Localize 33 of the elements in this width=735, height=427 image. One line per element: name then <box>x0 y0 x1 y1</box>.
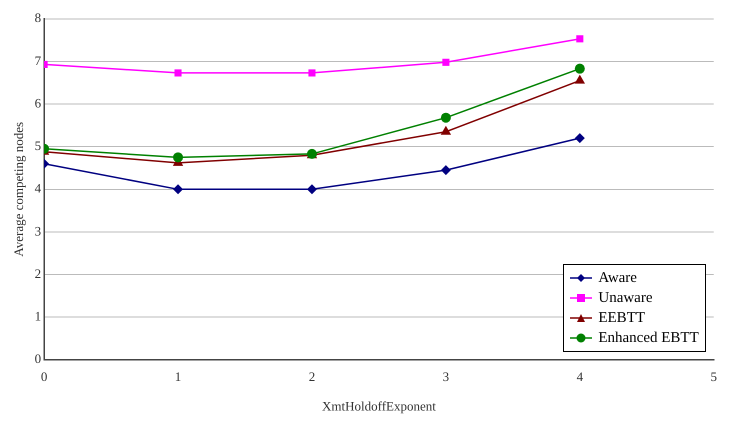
x-tick-label: 3 <box>442 369 450 384</box>
y-tick-label: 5 <box>34 138 42 154</box>
y-axis-title: Average competing nodes <box>11 122 26 257</box>
point <box>574 133 585 144</box>
y-tick-label: 4 <box>34 180 42 196</box>
y-tick-label: 1 <box>34 308 42 324</box>
x-tick-label: 5 <box>710 369 717 384</box>
y-tick-label: 3 <box>34 223 42 238</box>
point <box>440 165 451 176</box>
y-tick-label: 0 <box>34 351 42 366</box>
x-tick-label: 1 <box>174 369 182 384</box>
y-tick-label: 2 <box>34 266 42 281</box>
point <box>574 74 586 84</box>
x-tick-label: 2 <box>308 369 316 384</box>
point <box>440 126 452 135</box>
point <box>308 69 316 76</box>
legend-label: Enhanced EBTT <box>598 328 699 348</box>
point <box>174 69 182 76</box>
point <box>173 184 184 194</box>
legend-label: EEBTT <box>598 308 646 328</box>
y-tick-label: 7 <box>34 52 42 68</box>
x-tick-label: 4 <box>576 369 584 384</box>
point <box>442 58 450 66</box>
y-tick-label: 6 <box>34 95 42 110</box>
legend-label: Unaware <box>598 288 652 308</box>
point <box>440 112 451 123</box>
point <box>574 64 585 74</box>
point <box>576 35 584 42</box>
y-tick-label: 8 <box>34 10 42 26</box>
x-axis-title: XmtHoldoffExponent <box>322 398 436 414</box>
legend-label: Aware <box>598 268 637 288</box>
point <box>306 184 317 194</box>
point <box>173 152 184 162</box>
